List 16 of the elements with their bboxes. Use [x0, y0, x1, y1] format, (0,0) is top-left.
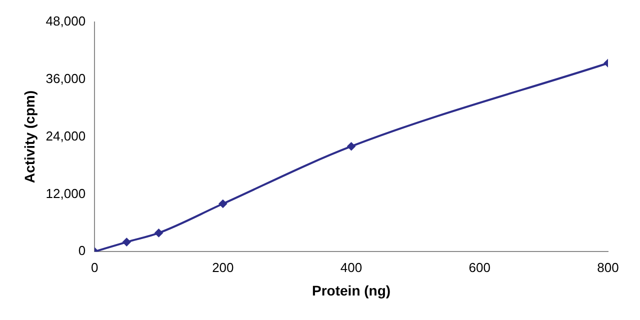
x-tick-label: 600 — [468, 260, 490, 275]
y-axis-title: Activity (cpm) — [21, 90, 38, 184]
y-tick-label: 0 — [78, 243, 86, 258]
x-tick-label: 800 — [597, 260, 619, 275]
point — [347, 142, 356, 150]
x-tick-label: 400 — [340, 260, 362, 275]
x-tick-label: 0 — [90, 260, 98, 275]
y-tick-label: 12,000 — [46, 186, 86, 201]
x-axis-title: Protein (ng) — [312, 282, 391, 298]
y-tick-label: 48,000 — [46, 14, 86, 29]
y-tick-label: 24,000 — [46, 128, 86, 144]
y-tick-label: 36,000 — [46, 70, 86, 86]
x-tick-label: 200 — [212, 260, 234, 275]
point — [154, 228, 163, 237]
point — [218, 200, 227, 208]
point — [122, 238, 131, 246]
